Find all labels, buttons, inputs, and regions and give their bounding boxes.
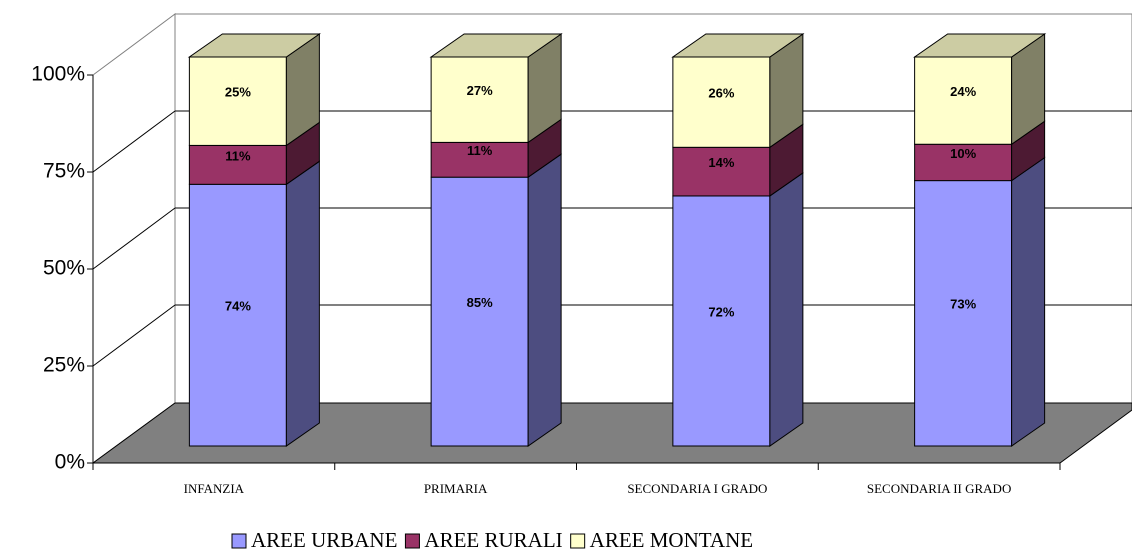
bar-segment xyxy=(430,56,529,143)
bar-side xyxy=(527,153,562,447)
x-tick-label: SECONDARIA I GRADO xyxy=(627,481,767,496)
legend-label: AREE RURALI xyxy=(424,528,562,551)
bar-side xyxy=(769,171,804,447)
data-label: 10% xyxy=(950,146,976,161)
data-label: 85% xyxy=(467,295,493,310)
bar-top xyxy=(187,33,321,58)
bar-segment xyxy=(188,56,287,146)
data-label: 72% xyxy=(708,304,734,319)
data-label: 26% xyxy=(708,86,734,101)
bar-side xyxy=(285,160,320,447)
x-tick-label: INFANZIA xyxy=(184,481,245,496)
grid-line xyxy=(92,110,176,173)
bar-side xyxy=(1011,156,1046,447)
data-label: 11% xyxy=(467,143,493,158)
data-label: 27% xyxy=(467,83,493,98)
bar-segment xyxy=(188,183,287,447)
y-tick-label: 75% xyxy=(43,160,85,183)
data-label: 25% xyxy=(225,85,251,100)
y-tick-label: 0% xyxy=(55,451,85,474)
legend-swatch xyxy=(404,533,420,549)
data-label: 73% xyxy=(950,297,976,312)
bar-segment xyxy=(672,195,771,447)
legend-label: AREE URBANE xyxy=(251,528,397,551)
data-label: 74% xyxy=(225,299,251,314)
data-label: 14% xyxy=(708,155,734,170)
x-tick-label: PRIMARIA xyxy=(424,481,488,496)
bar-segment xyxy=(672,146,771,197)
bar-segment xyxy=(914,56,1013,145)
y-tick-label: 25% xyxy=(43,354,85,377)
data-label: 24% xyxy=(950,84,976,99)
bar-top xyxy=(671,33,805,58)
legend-label: AREE MONTANE xyxy=(590,528,753,551)
bar-top xyxy=(429,33,563,58)
bar-segment xyxy=(430,176,529,447)
data-label: 11% xyxy=(225,148,251,163)
bar-segment xyxy=(672,56,771,148)
bar-segment xyxy=(914,180,1013,447)
legend-swatch xyxy=(570,533,586,549)
grid-line xyxy=(92,304,176,367)
legend-swatch xyxy=(231,533,247,549)
y-tick-label: 100% xyxy=(31,63,85,86)
grid-line xyxy=(92,207,176,270)
bar-top xyxy=(913,33,1047,58)
x-tick-label: SECONDARIA II GRADO xyxy=(867,481,1011,496)
y-tick-label: 50% xyxy=(43,257,85,280)
